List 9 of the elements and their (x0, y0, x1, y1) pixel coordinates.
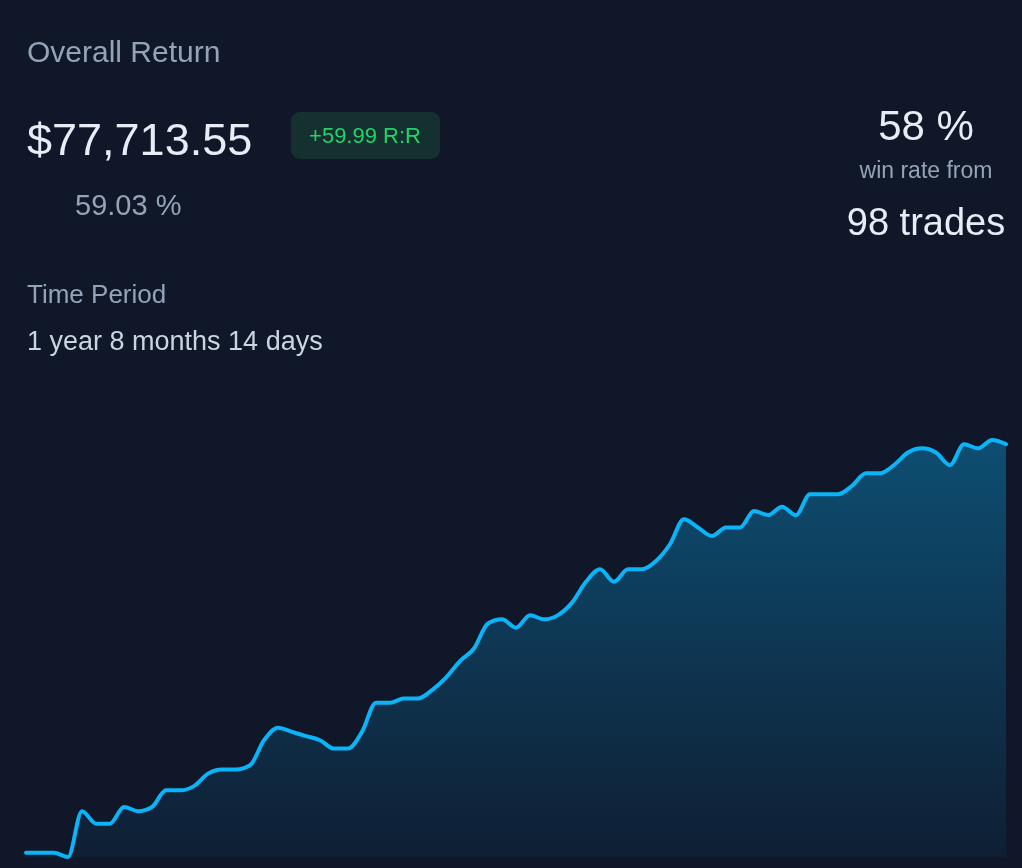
chart-title: Overall Return (27, 35, 221, 68)
text: $77,713.55 (27, 114, 253, 165)
text: Time Period (27, 279, 167, 309)
text: 58 % (878, 102, 974, 149)
text: win rate from (858, 157, 993, 183)
text: +59.99 R:R (309, 123, 421, 148)
text: 98 trades (846, 201, 1006, 243)
text: 59.03 % (75, 189, 182, 221)
text: 1 year 8 months 14 days (27, 326, 323, 356)
